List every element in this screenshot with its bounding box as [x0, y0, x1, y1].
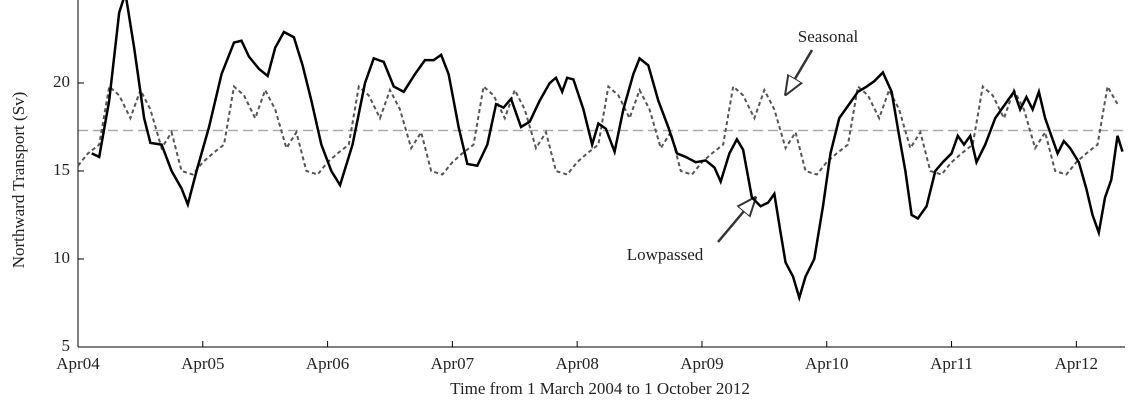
- line-series: [77, 83, 1119, 176]
- x-tick-label: Apr11: [930, 354, 973, 373]
- line-series: [91, 0, 1124, 303]
- annotation-arrow: [717, 198, 755, 243]
- y-axis-label: Northward Transport (Sv): [9, 92, 28, 269]
- x-tick-label: Apr07: [431, 354, 475, 373]
- x-axis-label: Time from 1 March 2004 to 1 October 2012: [450, 379, 750, 398]
- y-tick-label: 10: [53, 248, 70, 267]
- y-tick-label: 25: [53, 0, 70, 3]
- x-tick-label: Apr04: [56, 354, 100, 373]
- x-tick-label: Apr12: [1055, 354, 1098, 373]
- x-tick-label: Apr06: [306, 354, 349, 373]
- y-tick-label: 5: [62, 336, 71, 355]
- x-tick-label: Apr10: [805, 354, 848, 373]
- annotation-arrow: [786, 49, 814, 94]
- x-tick-label: Apr05: [181, 354, 224, 373]
- annotation: Seasonal: [798, 27, 859, 46]
- y-tick-label: 20: [53, 72, 70, 91]
- y-tick-label: 15: [53, 160, 70, 179]
- x-tick-label: Apr08: [555, 354, 598, 373]
- x-tick-label: Apr09: [680, 354, 723, 373]
- annotation: Lowpassed: [627, 245, 704, 264]
